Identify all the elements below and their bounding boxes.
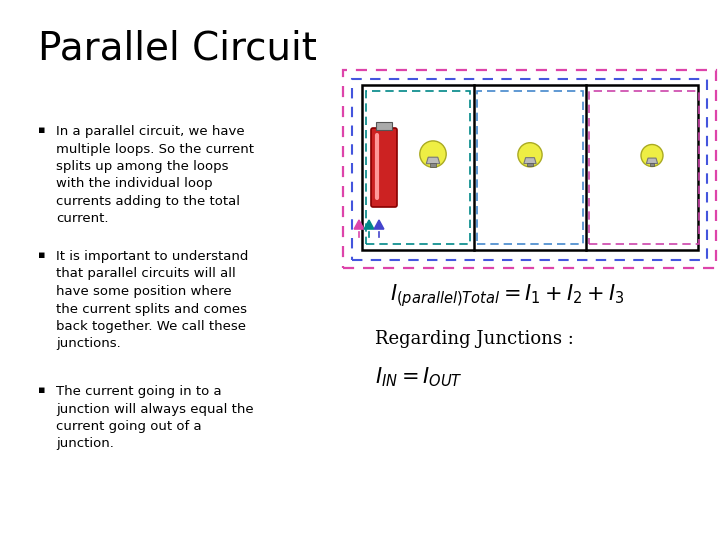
Text: It is important to understand
that parallel circuits will all
have some position: It is important to understand that paral… — [56, 250, 248, 350]
Text: The current going in to a
junction will always equal the
current going out of a
: The current going in to a junction will … — [56, 385, 253, 450]
Text: In a parallel circuit, we have
multiple loops. So the current
splits up among th: In a parallel circuit, we have multiple … — [56, 125, 254, 226]
Text: $I_{(parallel)Total} = I_1 + I_2 + I_3$: $I_{(parallel)Total} = I_1 + I_2 + I_3$ — [390, 282, 624, 309]
Polygon shape — [524, 158, 536, 164]
Bar — [589, 91, 699, 244]
Polygon shape — [354, 220, 364, 229]
Circle shape — [420, 141, 446, 167]
Text: Parallel Circuit: Parallel Circuit — [38, 30, 317, 68]
Polygon shape — [426, 157, 440, 164]
Bar — [376, 122, 392, 130]
Polygon shape — [374, 220, 384, 229]
Text: $I_{IN} = I_{OUT}$: $I_{IN} = I_{OUT}$ — [375, 365, 463, 389]
Bar — [343, 70, 716, 268]
Text: ▪: ▪ — [38, 250, 45, 260]
Bar — [477, 91, 583, 244]
FancyBboxPatch shape — [371, 128, 397, 207]
Circle shape — [518, 143, 542, 167]
Text: ▪: ▪ — [38, 125, 45, 135]
Text: Regarding Junctions :: Regarding Junctions : — [375, 330, 574, 348]
Bar — [352, 79, 707, 260]
Bar — [649, 163, 654, 166]
Polygon shape — [647, 158, 657, 164]
Bar — [366, 91, 470, 244]
Text: ▪: ▪ — [38, 385, 45, 395]
Polygon shape — [364, 220, 374, 229]
Circle shape — [641, 145, 663, 166]
Bar — [430, 164, 436, 167]
Bar — [362, 85, 698, 250]
Bar — [527, 164, 533, 166]
